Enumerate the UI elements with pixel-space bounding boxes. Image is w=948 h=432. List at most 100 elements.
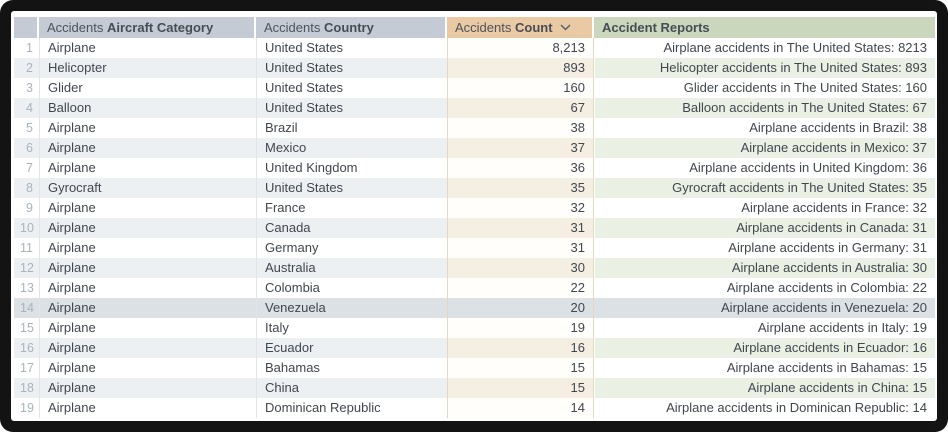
country-cell: United States [256,98,447,118]
row-number-cell: 19 [14,398,39,418]
row-number-header [14,17,39,38]
country-cell: Canada [256,218,447,238]
count-cell: 67 [447,98,594,118]
table-row[interactable]: 16 Airplane Ecuador 16 Airplane accidents in… [14,338,935,358]
row-number-cell: 14 [14,298,39,318]
aircraft-category-cell: Gyrocraft [39,178,256,198]
aircraft-category-cell: Airplane [39,298,256,318]
accident-report-cell: Airplane accidents in Germany: 31 [594,238,935,258]
table-row[interactable]: 18 Airplane China 15 Airplane accidents in C… [14,378,935,398]
country-cell: United Kingdom [256,158,447,178]
table-row[interactable]: 2 Helicopter United States 893 Helicopter ac… [14,58,935,78]
table-row[interactable]: 19 Airplane Dominican Republic 14 Airplane a… [14,398,935,418]
aircraft-category-cell: Airplane [39,398,256,418]
table-row[interactable]: 6 Airplane Mexico 37 Airplane accidents in M… [14,138,935,158]
column-header-count[interactable]: Accidents Count [447,17,594,38]
accident-report-cell: Helicopter accidents in The United State… [594,58,935,78]
header-title: Count [514,20,553,35]
accident-report-cell: Airplane accidents in Venezuela: 20 [594,298,935,318]
chevron-down-icon [560,17,571,37]
accident-report-cell: Airplane accidents in Ecuador: 16 [594,338,935,358]
accident-report-cell: Airplane accidents in France: 32 [594,198,935,218]
table-row[interactable]: 5 Airplane Brazil 38 Airplane accidents in B… [14,118,935,138]
aircraft-category-cell: Airplane [39,258,256,278]
header-row: Accidents Aircraft Category Accidents Co… [14,17,935,38]
accident-report-cell: Airplane accidents in Colombia: 22 [594,278,935,298]
country-cell: United States [256,58,447,78]
aircraft-category-cell: Glider [39,78,256,98]
header-title: Accident Reports [602,19,710,35]
aircraft-category-cell: Airplane [39,238,256,258]
table-row[interactable]: 1 Airplane United States 8,213 Airplane acci… [14,38,935,58]
row-number-cell: 18 [14,378,39,398]
row-number-cell: 7 [14,158,39,178]
row-number-cell: 15 [14,318,39,338]
column-header-country[interactable]: Accidents Country [256,17,447,38]
table-row[interactable]: 9 Airplane France 32 Airplane accidents in F… [14,198,935,218]
count-cell: 14 [447,398,594,418]
accident-report-cell: Balloon accidents in The United States: … [594,98,935,118]
table-row[interactable]: 12 Airplane Australia 30 Airplane accidents … [14,258,935,278]
table-row[interactable]: 17 Airplane Bahamas 15 Airplane accidents in… [14,358,935,378]
country-cell: Ecuador [256,338,447,358]
header-prefix: Accidents [264,19,324,35]
table-row[interactable]: 11 Airplane Germany 31 Airplane accidents in… [14,238,935,258]
count-cell: 20 [447,298,594,318]
column-header-aircraft-category[interactable]: Accidents Aircraft Category [39,17,256,38]
accident-report-cell: Airplane accidents in The United States:… [594,38,935,58]
count-cell: 8,213 [447,38,594,58]
row-number-cell: 16 [14,338,39,358]
aircraft-category-cell: Helicopter [39,58,256,78]
row-number-cell: 1 [14,38,39,58]
accident-report-cell: Airplane accidents in Bahamas: 15 [594,358,935,378]
country-cell: France [256,198,447,218]
aircraft-category-cell: Airplane [39,318,256,338]
accident-report-cell: Airplane accidents in Brazil: 38 [594,118,935,138]
row-number-cell: 13 [14,278,39,298]
row-number-cell: 8 [14,178,39,198]
table-row[interactable]: 3 Glider United States 160 Glider accidents … [14,78,935,98]
country-cell: United States [256,38,447,58]
country-cell: Mexico [256,138,447,158]
row-number-cell: 4 [14,98,39,118]
table-viewport: Accidents Aircraft Category Accidents Co… [11,11,937,421]
header-prefix: Accidents [455,20,515,35]
aircraft-category-cell: Airplane [39,278,256,298]
count-cell: 36 [447,158,594,178]
row-number-cell: 11 [14,238,39,258]
table-row[interactable]: 4 Balloon United States 67 Balloon accidents… [14,98,935,118]
header-prefix: Accidents [47,19,107,35]
accident-report-cell: Glider accidents in The United States: 1… [594,78,935,98]
accident-report-cell: Airplane accidents in Dominican Republic… [594,398,935,418]
aircraft-category-cell: Airplane [39,338,256,358]
table-row[interactable]: 14 Airplane Venezuela 20 Airplane accidents … [14,298,935,318]
country-cell: United States [256,78,447,98]
country-cell: Brazil [256,118,447,138]
count-cell: 31 [447,238,594,258]
count-cell: 31 [447,218,594,238]
count-cell: 16 [447,338,594,358]
row-number-cell: 17 [14,358,39,378]
count-cell: 32 [447,198,594,218]
table-row[interactable]: 8 Gyrocraft United States 35 Gyrocraft accid… [14,178,935,198]
country-cell: Germany [256,238,447,258]
country-cell: Australia [256,258,447,278]
row-number-cell: 2 [14,58,39,78]
table-row[interactable]: 10 Airplane Canada 31 Airplane accidents in … [14,218,935,238]
table-row[interactable]: 15 Airplane Italy 19 Airplane accidents in I… [14,318,935,338]
accidents-table: Accidents Aircraft Category Accidents Co… [14,17,935,418]
table-row[interactable]: 7 Airplane United Kingdom 36 Airplane accide… [14,158,935,178]
accident-report-cell: Airplane accidents in United Kingdom: 36 [594,158,935,178]
header-title: Country [323,19,374,35]
row-number-cell: 10 [14,218,39,238]
aircraft-category-cell: Airplane [39,158,256,178]
count-cell: 160 [447,78,594,98]
accident-report-cell: Airplane accidents in Canada: 31 [594,218,935,238]
count-cell: 15 [447,378,594,398]
column-header-reports[interactable]: Accident Reports [594,17,935,38]
aircraft-category-cell: Airplane [39,118,256,138]
table-row[interactable]: 13 Airplane Colombia 22 Airplane accidents i… [14,278,935,298]
header-title: Aircraft Category [106,19,214,35]
aircraft-category-cell: Airplane [39,358,256,378]
row-number-cell: 3 [14,78,39,98]
